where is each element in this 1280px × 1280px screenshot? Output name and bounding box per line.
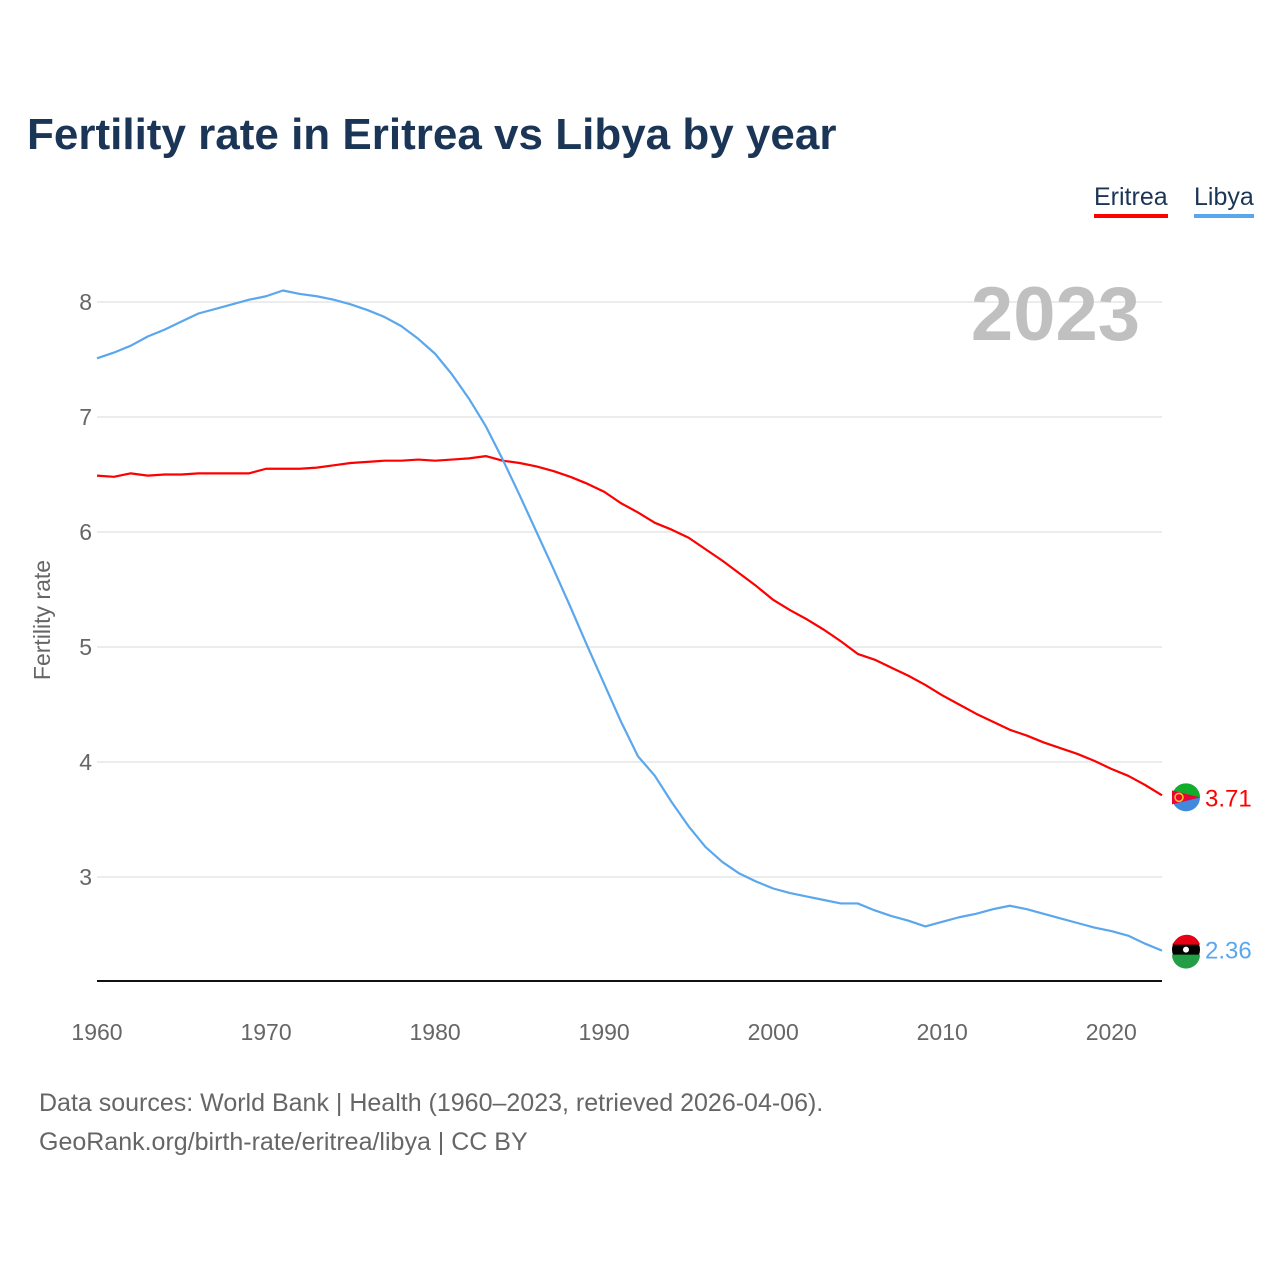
end-value-label: 3.71 bbox=[1205, 785, 1252, 812]
y-axis-label: Fertility rate bbox=[29, 560, 55, 680]
flag-crescent bbox=[1183, 946, 1189, 953]
x-tick-label: 1980 bbox=[410, 1019, 461, 1045]
x-tick-label: 2010 bbox=[917, 1019, 968, 1045]
end-value-label: 2.36 bbox=[1205, 938, 1252, 965]
year-label: 2023 bbox=[971, 272, 1140, 357]
x-tick-label: 1970 bbox=[240, 1019, 291, 1045]
libya-flag-icon bbox=[1172, 934, 1200, 969]
legend-eritrea[interactable]: Eritrea bbox=[1094, 183, 1168, 218]
y-tick-label: 8 bbox=[79, 289, 92, 315]
x-tick-label: 1960 bbox=[71, 1019, 122, 1045]
y-tick-label: 6 bbox=[79, 519, 92, 545]
flag-emblem bbox=[1174, 792, 1184, 803]
series-line-libya bbox=[96, 289, 1163, 952]
flag-red bbox=[1172, 934, 1200, 945]
y-tick-label: 4 bbox=[79, 749, 92, 775]
legend-libya[interactable]: Libya bbox=[1194, 183, 1254, 218]
flag-green bbox=[1172, 954, 1200, 969]
y-tick-label: 7 bbox=[79, 404, 92, 430]
y-tick-label: 5 bbox=[79, 634, 92, 660]
chart-title: Fertility rate in Eritrea vs Libya by ye… bbox=[27, 110, 837, 159]
series-line-eritrea bbox=[96, 455, 1163, 797]
x-tick-label: 2020 bbox=[1086, 1019, 1137, 1045]
x-tick-label: 2000 bbox=[748, 1019, 799, 1045]
data-source-text: Data sources: World Bank | Health (1960–… bbox=[39, 1089, 824, 1117]
eritrea-flag-icon bbox=[1172, 783, 1200, 812]
y-tick-label: 3 bbox=[79, 864, 92, 890]
attribution-link[interactable]: GeoRank.org/birth-rate/eritrea/libya | C… bbox=[39, 1128, 528, 1156]
x-tick-label: 1990 bbox=[579, 1019, 630, 1045]
